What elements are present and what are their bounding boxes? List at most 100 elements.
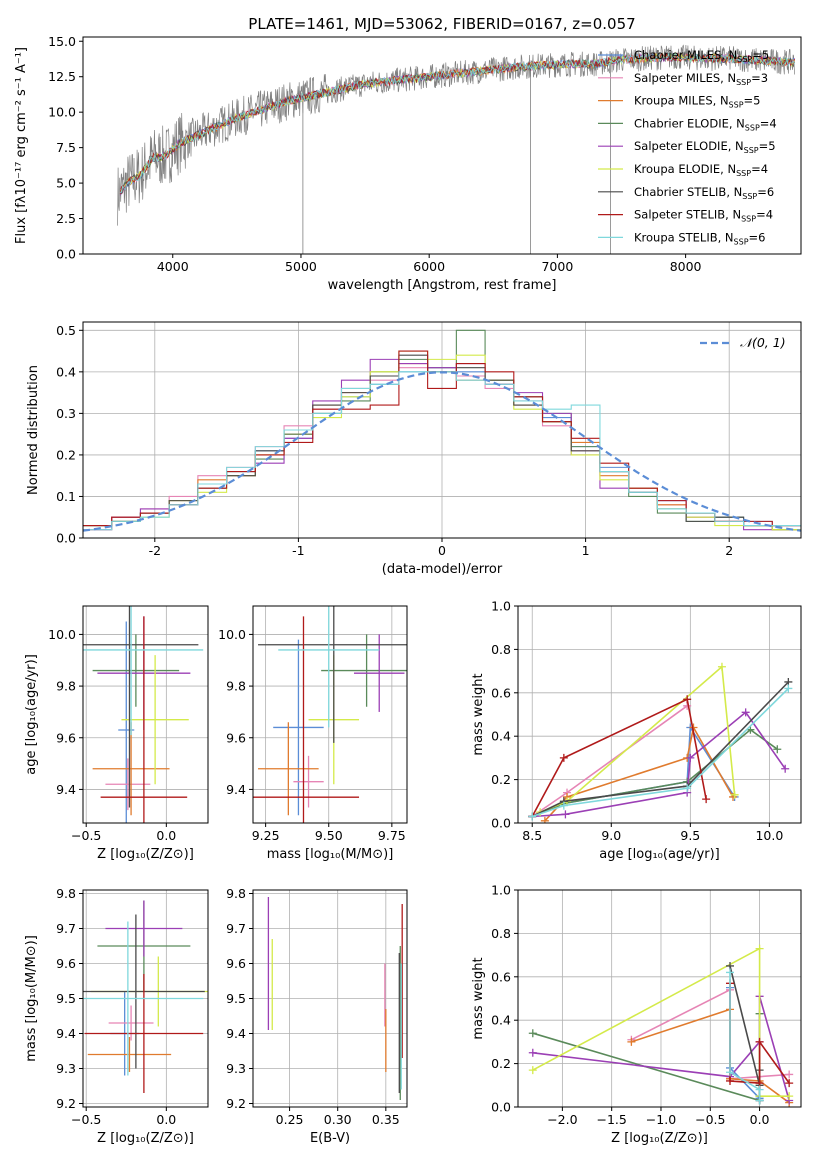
x-axis-label: mass [log₁₀(M/M⊙)] xyxy=(267,847,394,862)
x-tick-label: 7000 xyxy=(541,259,573,274)
y-tick-label: 9.6 xyxy=(226,730,246,745)
x-tick-label: −0.5 xyxy=(71,1112,101,1127)
axes-frame xyxy=(82,605,209,824)
y-tick-label: 0.4 xyxy=(491,1013,511,1028)
x-tick-label: -1 xyxy=(292,543,304,558)
mass-weight-marker xyxy=(785,1070,794,1079)
axes-frame xyxy=(82,36,802,255)
x-tick-label: 0.35 xyxy=(372,1112,400,1127)
y-axis-label: Normed distribution xyxy=(26,365,41,495)
y-tick-label: 9.8 xyxy=(226,679,246,694)
y-tick-label: 9.8 xyxy=(226,886,246,901)
y-tick-label: 0.8 xyxy=(491,926,511,941)
x-tick-label: 9.75 xyxy=(378,828,406,843)
y-tick-label: 9.4 xyxy=(56,1026,76,1041)
x-tick-label: 8.5 xyxy=(522,828,542,843)
mass-weight-marker xyxy=(559,753,568,762)
mass-weight-marker xyxy=(755,1085,764,1094)
legend-label: Salpeter ELODIE, NSSP=5 xyxy=(634,139,776,155)
mass-weight-line xyxy=(729,972,761,1101)
gaussian-curve xyxy=(83,371,801,532)
x-tick-label: 0.30 xyxy=(324,1112,352,1127)
y-tick-label: 0.2 xyxy=(491,1056,511,1071)
x-tick-label: 0 xyxy=(438,543,446,558)
x-tick-label: 9.0 xyxy=(601,828,621,843)
mass-weight-marker xyxy=(781,764,790,773)
y-tick-label: 0.0 xyxy=(491,1100,511,1115)
x-axis-label: age [log₁₀(age/yr)] xyxy=(599,847,720,862)
x-tick-label: 10.0 xyxy=(755,828,783,843)
legend-label: Kroupa STELIB, NSSP=6 xyxy=(634,230,765,246)
x-tick-label: −0.5 xyxy=(71,828,101,843)
x-tick-label: 1 xyxy=(582,543,590,558)
mass-weight-marker xyxy=(785,1092,794,1101)
legend-label: Kroupa MILES, NSSP=5 xyxy=(634,94,760,110)
x-tick-label: 4000 xyxy=(157,259,189,274)
y-tick-label: 9.7 xyxy=(56,921,76,936)
axes-age_vs_mass: 9.25 9.50 9.75 9.4 9.6 9.8 10.0 mass [log₁₀(M/M… xyxy=(218,605,408,862)
axes-frame xyxy=(517,889,802,1108)
mass-weight-marker xyxy=(726,1076,735,1085)
figure-title: PLATE=1461, MJD=53062, FIBERID=0167, z=0… xyxy=(248,15,635,33)
x-axis-label: E(B-V) xyxy=(310,1131,350,1146)
plot-area xyxy=(267,897,403,1100)
mass-weight-marker xyxy=(755,944,764,953)
mass-weight-marker xyxy=(528,812,537,821)
axes-frame xyxy=(517,605,802,824)
y-tick-label: 0.4 xyxy=(56,364,76,379)
plot-area xyxy=(528,944,794,1107)
plot-area xyxy=(83,900,208,1093)
y-tick-label: 9.3 xyxy=(226,1061,246,1076)
y-tick-label: 0.1 xyxy=(56,489,76,504)
x-tick-label: 6000 xyxy=(413,259,445,274)
axes-residuals: -2 -1 0 1 2 0.0 0.1 0.2 0.3 0.4 0.5 (data-model)/er… xyxy=(26,321,802,577)
x-tick-label: −1.0 xyxy=(646,1112,676,1127)
y-tick-label: 0.6 xyxy=(491,969,511,984)
y-tick-label: 9.3 xyxy=(56,1061,76,1076)
x-tick-label: 5000 xyxy=(285,259,317,274)
legend-label: Chabrier STELIB, NSSP=6 xyxy=(634,185,774,201)
mass-weight-line xyxy=(532,947,790,1097)
y-tick-label: 9.7 xyxy=(226,921,246,936)
mass-weight-marker xyxy=(686,753,695,762)
mass-weight-marker xyxy=(741,708,750,717)
legend-label: Salpeter STELIB, NSSP=4 xyxy=(634,208,773,224)
plot-area xyxy=(117,44,795,254)
y-axis-label: mass weight xyxy=(471,673,486,755)
y-tick-label: 0.0 xyxy=(491,816,511,831)
legend-label: Chabrier ELODIE, NSSP=4 xyxy=(634,116,777,132)
mass-weight-marker xyxy=(528,1029,537,1038)
axes-spectrum: 4000 5000 6000 7000 8000 0.0 2.5 5.0 7.5 10.0 12.5… xyxy=(14,34,802,293)
mass-weight-marker xyxy=(559,801,568,810)
y-axis-label: mass [log₁₀(M/M⊙)] xyxy=(24,935,39,1062)
mass-weight-marker xyxy=(717,662,726,671)
y-tick-label: 9.4 xyxy=(226,1026,246,1041)
spectrum-legend: Chabrier MILES, NSSP=5 Salpeter MILES, NS… xyxy=(598,48,777,246)
y-tick-label: 9.6 xyxy=(56,730,76,745)
mass-weight-marker xyxy=(683,784,692,793)
mass-weight-line xyxy=(532,711,786,818)
y-tick-label: 0.0 xyxy=(56,531,76,546)
y-tick-label: 10.0 xyxy=(218,627,246,642)
y-tick-label: 9.5 xyxy=(226,991,246,1006)
mass-weight-line xyxy=(531,728,778,818)
x-tick-label: 9.50 xyxy=(315,828,343,843)
y-axis-label: mass weight xyxy=(471,957,486,1039)
y-tick-label: 9.6 xyxy=(226,956,246,971)
y-tick-label: 0.3 xyxy=(56,406,76,421)
x-tick-label: 0.25 xyxy=(276,1112,304,1127)
axes-frame xyxy=(252,605,408,824)
axes-mass_weight_vs_Z: −2.0 −1.5 −1.0 −0.5 0.0 0.0 0.2 0.4 0.6 0.8 1.0 Z [… xyxy=(471,883,802,1146)
mass-weight-marker xyxy=(528,1048,537,1057)
axes-mass_weight_vs_age: 8.5 9.0 9.5 10.0 0.0 0.2 0.4 0.6 0.8 1.0 age [log₁… xyxy=(471,599,802,862)
mass-weight-marker xyxy=(755,1096,764,1105)
y-tick-label: 9.4 xyxy=(226,782,246,797)
x-tick-label: 0.0 xyxy=(156,1112,176,1127)
model-spectrum xyxy=(119,52,795,194)
mass-weight-marker xyxy=(755,1037,764,1046)
y-tick-label: 15.0 xyxy=(48,34,76,49)
mass-weight-line xyxy=(531,687,789,818)
plot-area xyxy=(528,662,793,823)
mass-weight-marker xyxy=(540,816,549,823)
